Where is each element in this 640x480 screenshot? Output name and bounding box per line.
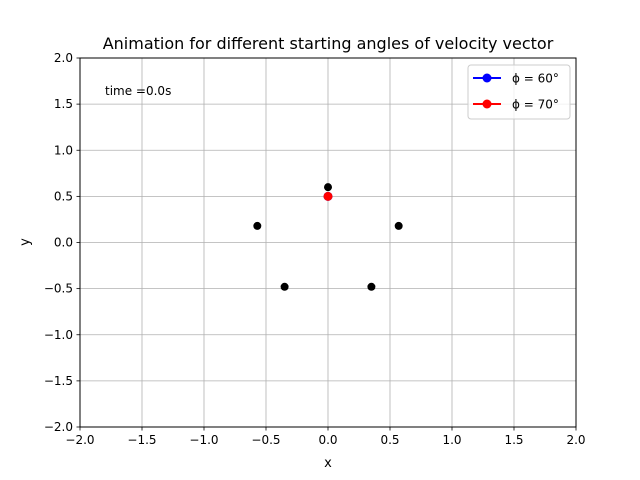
y-tick-label: −0.5: [44, 282, 73, 296]
y-axis-label: y: [18, 238, 33, 246]
x-tick-label: −0.5: [251, 433, 280, 447]
x-tick-label: 0.0: [318, 433, 337, 447]
y-tick-label: 0.5: [54, 189, 73, 203]
x-tick-label: 0.5: [380, 433, 399, 447]
chart-title: Animation for different starting angles …: [103, 34, 554, 53]
legend-marker-2: [482, 99, 492, 109]
legend-label-2: ϕ = 70°: [512, 98, 559, 112]
legend-marker-1: [482, 73, 492, 83]
legend: ϕ = 60° ϕ = 70°: [467, 64, 571, 120]
fixed-point: [280, 282, 289, 291]
axis-ticks: −2.0 −1.5 −1.0 −0.5 0.0 0.5 1.0 1.5 2.0 −2.0 −1.5 −…: [44, 51, 586, 447]
y-tick-label: −1.5: [44, 374, 73, 388]
series-point-2: [323, 191, 333, 201]
y-tick-label: 0.0: [54, 236, 73, 250]
fixed-point: [367, 282, 376, 291]
y-tick-label: −2.0: [44, 420, 73, 434]
fixed-point: [253, 221, 262, 230]
y-tick-label: 2.0: [54, 51, 73, 65]
y-tick-label: −1.0: [44, 328, 73, 342]
x-tick-label: −1.5: [127, 433, 156, 447]
x-tick-label: 2.0: [566, 433, 585, 447]
y-tick-label: 1.0: [54, 143, 73, 157]
x-tick-label: −2.0: [65, 433, 94, 447]
fixed-point: [394, 221, 403, 230]
x-tick-label: 1.0: [442, 433, 461, 447]
fixed-point: [324, 183, 332, 192]
time-annotation: time =0.0s: [105, 84, 171, 98]
legend-label-1: ϕ = 60°: [512, 72, 559, 86]
data-points: [253, 183, 403, 291]
x-tick-label: 1.5: [504, 433, 523, 447]
x-tick-label: −1.0: [189, 433, 218, 447]
x-axis-label: x: [324, 456, 332, 471]
y-tick-label: 1.5: [54, 97, 73, 111]
